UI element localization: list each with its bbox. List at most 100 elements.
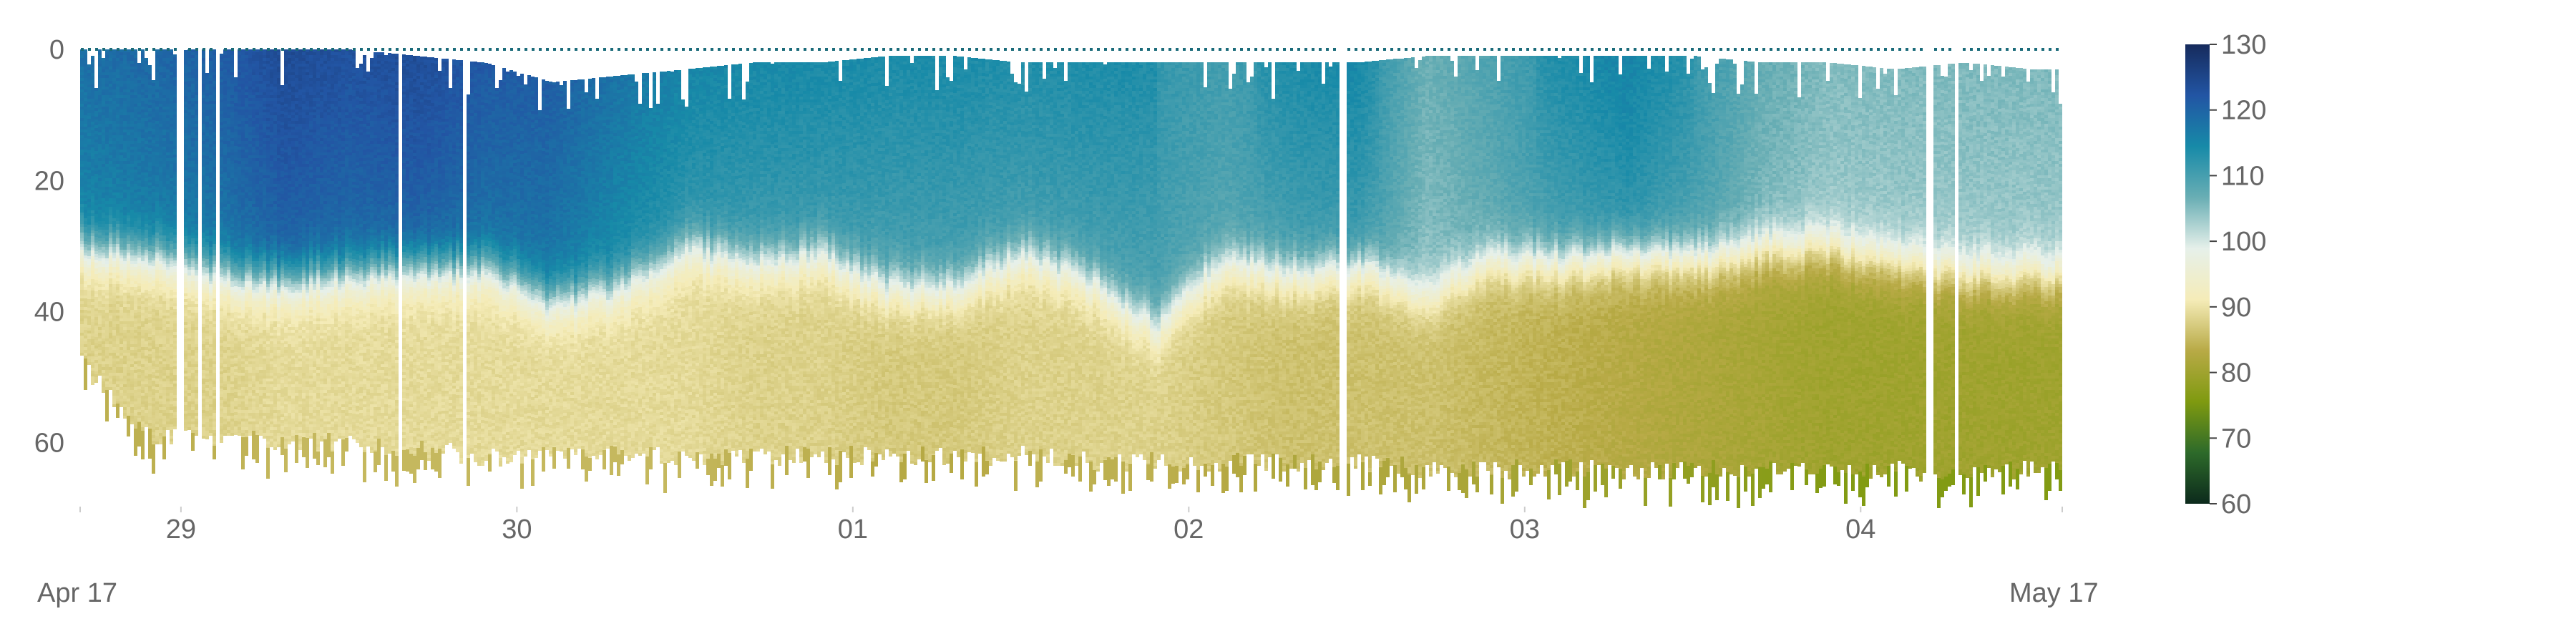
heatmap-cell: [112, 367, 116, 370]
heatmap-cell: [98, 52, 102, 55]
heatmap-cell: [91, 73, 94, 76]
heatmap-cell: [109, 187, 112, 190]
heatmap-cell: [98, 152, 102, 155]
heatmap-cell: [127, 207, 130, 210]
heatmap-cell: [80, 178, 84, 181]
heatmap-cell: [102, 75, 105, 78]
heatmap-cell: [87, 179, 91, 182]
heatmap-cell: [91, 87, 94, 90]
heatmap-cell: [105, 341, 109, 344]
heatmap-cell: [80, 336, 84, 338]
heatmap-cell: [98, 321, 102, 324]
heatmap-cell: [84, 253, 87, 255]
heatmap-cell: [119, 204, 123, 207]
heatmap-cell: [123, 118, 127, 121]
heatmap-cell: [123, 364, 127, 367]
heatmap-cell: [98, 204, 102, 207]
heatmap-cell: [105, 101, 109, 104]
heatmap-cell: [91, 182, 94, 185]
heatmap-cell: [116, 316, 119, 318]
heatmap-cell: [94, 231, 98, 234]
heatmap-cell: [116, 58, 119, 61]
heatmap-cell: [94, 119, 98, 122]
heatmap-cell: [105, 198, 109, 201]
heatmap-cell: [87, 305, 91, 308]
heatmap-cell: [102, 167, 105, 170]
heatmap-cell: [94, 211, 98, 214]
heatmap-cell: [123, 112, 127, 115]
heatmap-cell: [109, 164, 112, 167]
heatmap-cell: [119, 376, 123, 379]
heatmap-cell: [112, 290, 116, 293]
heatmap-cell: [123, 135, 127, 138]
heatmap-cell: [127, 161, 130, 164]
heatmap-cell: [123, 150, 127, 152]
heatmap-cell: [87, 76, 91, 79]
heatmap-cell: [94, 283, 98, 286]
heatmap-cell: [91, 136, 94, 139]
heatmap-cell: [127, 261, 130, 264]
heatmap-cell: [98, 187, 102, 190]
heatmap-cell: [105, 104, 109, 107]
heatmap-cell: [119, 161, 123, 164]
heatmap-cell: [112, 255, 116, 258]
heatmap-cell: [116, 124, 119, 127]
heatmap-cell: [87, 311, 91, 313]
heatmap-cell: [127, 101, 130, 104]
heatmap-cell: [127, 87, 130, 89]
heatmap-cell: [80, 290, 84, 293]
heatmap-cell: [116, 67, 119, 69]
heatmap-cell: [105, 192, 109, 195]
heatmap-cell: [91, 110, 94, 113]
heatmap-cell: [91, 259, 94, 262]
heatmap-cell: [105, 109, 109, 112]
heatmap-cell: [91, 245, 94, 248]
heatmap-cell: [98, 350, 102, 353]
heatmap-cell: [109, 61, 112, 64]
heatmap-cell: [94, 314, 98, 317]
heatmap-cell: [112, 244, 116, 247]
heatmap-cell: [109, 296, 112, 298]
heatmap-cell: [80, 72, 84, 75]
heatmap-cell: [123, 287, 127, 290]
heatmap-cell: [123, 98, 127, 101]
heatmap-cell: [123, 401, 127, 404]
heatmap-cell: [80, 109, 84, 112]
heatmap-cell: [98, 69, 102, 72]
heatmap-cell: [102, 112, 105, 115]
heatmap-cell: [112, 287, 116, 290]
heatmap-cell: [119, 293, 123, 296]
heatmap-cell: [105, 181, 109, 184]
heatmap-cell: [94, 268, 98, 271]
heatmap-cell: [112, 381, 116, 384]
heatmap-cell: [84, 104, 87, 107]
heatmap-cell: [116, 347, 119, 350]
heatmap-cell: [105, 379, 109, 381]
heatmap-cell: [84, 338, 87, 341]
heatmap-cell: [80, 147, 84, 150]
heatmap-cell: [112, 161, 116, 164]
heatmap-cell: [119, 247, 123, 250]
heatmap-cell: [105, 327, 109, 330]
heatmap-cell: [123, 78, 127, 81]
heatmap-cell: [127, 227, 130, 230]
heatmap-cell: [98, 207, 102, 210]
heatmap-cell: [116, 235, 119, 238]
heatmap-cell: [119, 115, 123, 118]
heatmap-cell: [91, 248, 94, 250]
heatmap-cell: [98, 84, 102, 87]
heatmap-cell: [116, 190, 119, 192]
heatmap-cell: [112, 396, 116, 399]
heatmap-cell: [116, 170, 119, 172]
heatmap-cell: [105, 353, 109, 356]
heatmap-cell: [109, 124, 112, 127]
heatmap-cell: [105, 358, 109, 361]
heatmap-cell: [112, 384, 116, 387]
heatmap-cell: [91, 190, 94, 193]
heatmap-cell: [80, 170, 84, 172]
heatmap-cell: [94, 294, 98, 297]
heatmap-cell: [123, 267, 127, 270]
heatmap-cell: [98, 361, 102, 364]
heatmap-cell: [127, 210, 130, 213]
heatmap-cell: [116, 253, 119, 255]
